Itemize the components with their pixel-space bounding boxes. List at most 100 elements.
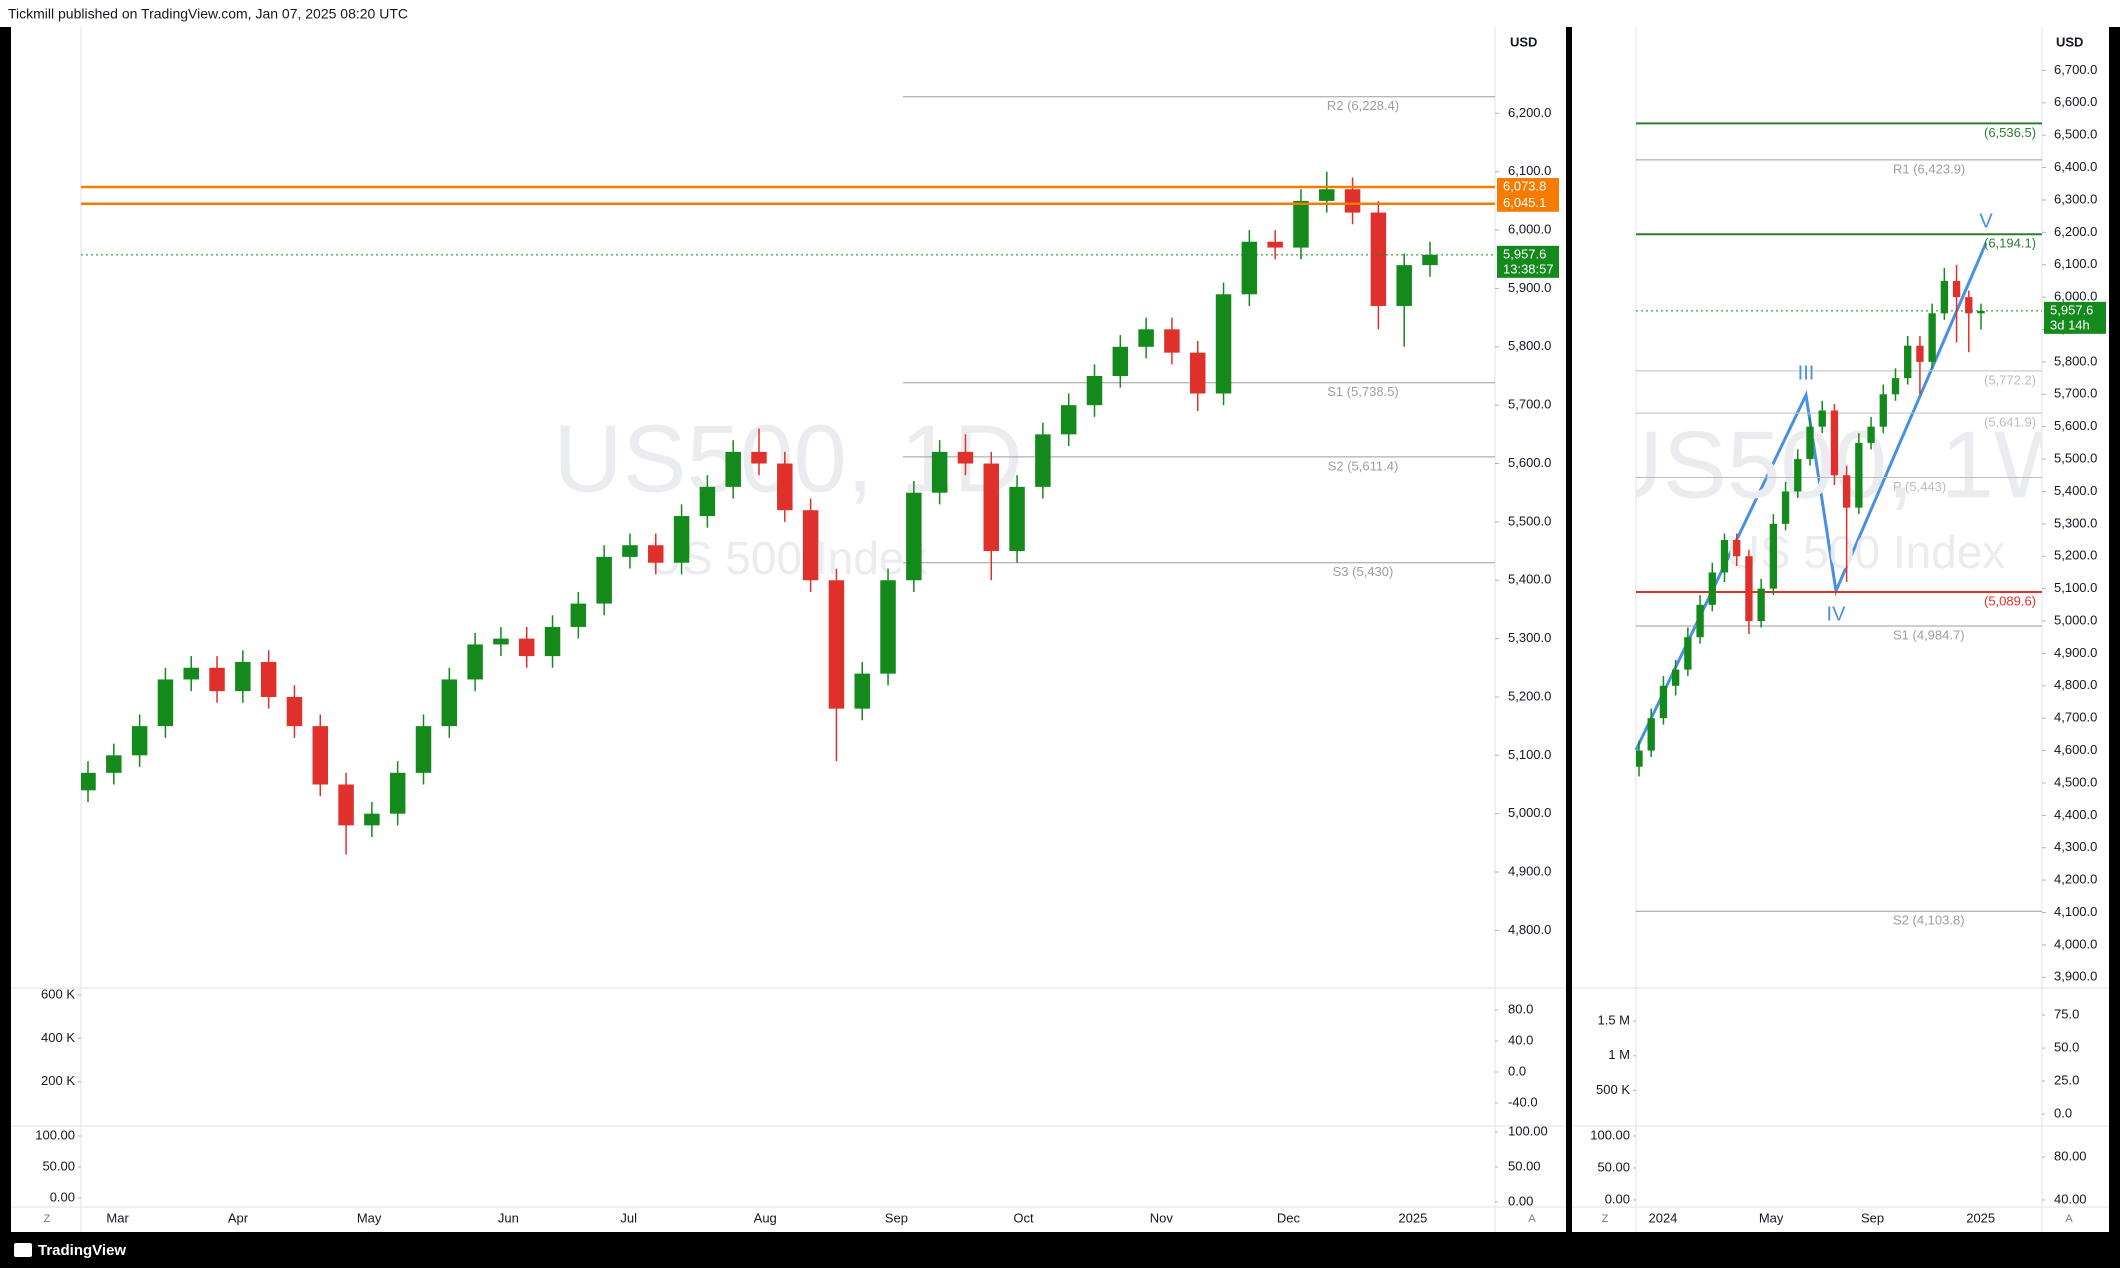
y-tick-label: 6,000.0: [1508, 222, 1551, 237]
candle-body: [1344, 189, 1361, 213]
candle-body: [467, 644, 483, 680]
x-tick-label: May: [357, 1210, 382, 1225]
indicator-tick-label: 80.00: [2054, 1148, 2087, 1163]
candle-body: [1319, 189, 1335, 201]
y-tick-label: 6,200.0: [2054, 224, 2097, 239]
indicator-tick-label: 80.0: [1508, 1001, 1533, 1016]
x-tick-label: Oct: [1013, 1210, 1034, 1225]
x-tick-label: 2025: [1966, 1210, 1995, 1225]
indicator-tick-label: 40.0: [1508, 1032, 1533, 1047]
candle-body: [1696, 604, 1704, 638]
header-bar: [0, 0, 2120, 27]
wave-label: IV: [1827, 603, 1847, 625]
x-tick-label: Jun: [498, 1210, 519, 1225]
candle-body: [338, 784, 354, 826]
price-tag-label: 5,957.6: [2050, 302, 2093, 317]
y-tick-label: 5,400.0: [2054, 483, 2097, 498]
y-tick-label: 4,200.0: [2054, 872, 2097, 887]
y-tick-label: 5,300.0: [2054, 515, 2097, 530]
right-panel: [1572, 27, 2109, 1232]
candle-body: [1928, 313, 1936, 362]
panel-dividers: [11, 27, 2109, 1232]
y-tick-label: 5,000.0: [2054, 612, 2097, 627]
y-tick-label: 5,800.0: [1508, 338, 1551, 353]
candle-body: [1138, 329, 1154, 347]
scale-button: Z: [1602, 1213, 1609, 1225]
x-tick-label: Sep: [1861, 1210, 1884, 1225]
candle-body: [1396, 265, 1412, 306]
plot-area: US500, 1W US 500 Index (6,536.5) R1 (6,423.…: [1636, 122, 2042, 928]
candle-body: [1891, 378, 1900, 395]
candle-body: [1940, 280, 1949, 314]
y-tick-label: 6,400.0: [2054, 159, 2097, 174]
candle-body: [415, 726, 432, 773]
left-panel: [11, 27, 1566, 1232]
price-tag: [1497, 245, 1559, 278]
indicator-tick-label: 600 K: [41, 986, 75, 1001]
elliott-wave: [1634, 242, 1988, 751]
y-tick-label: 5,400.0: [1508, 572, 1551, 587]
pivot-label: (5,772.2): [1984, 372, 2036, 387]
price-tag-label: 6,073.8: [1503, 178, 1546, 193]
price-tag-label: 5,957.6: [1503, 246, 1546, 261]
y-tick-label: 4,100.0: [2054, 904, 2097, 919]
candle-body: [880, 580, 896, 674]
price-tag: [1497, 178, 1559, 196]
candle-body: [1830, 410, 1839, 476]
candle-body: [1647, 718, 1655, 751]
indicator-tick-label: 400 K: [41, 1030, 75, 1045]
candle-body: [1035, 434, 1051, 487]
indicator-tick-label: 0.0: [1508, 1063, 1526, 1078]
indicator-tick-label: -40.0: [1508, 1094, 1538, 1109]
pivot-label: S2 (4,103.8): [1893, 913, 1965, 928]
candle-body: [725, 451, 741, 487]
candle-body: [81, 772, 96, 791]
candle-body: [1916, 345, 1924, 362]
candle-body: [673, 516, 690, 563]
publisher: Tickmill published on TradingView.com, J…: [8, 6, 408, 22]
candle-body: [1781, 491, 1790, 524]
candle-body: [1215, 294, 1232, 394]
y-tick-label: 6,500.0: [2054, 127, 2097, 142]
candle-body: [544, 626, 561, 657]
candle-body: [957, 451, 974, 464]
candle-body: [1659, 685, 1668, 719]
indicator-tick-label: 50.0: [2054, 1040, 2079, 1055]
pivot-label: R1 (6,423.9): [1893, 161, 1965, 176]
y-tick-label: 4,800.0: [2054, 677, 2097, 692]
watermark-name: US 500 Index: [1727, 526, 2006, 578]
candle-body: [1842, 475, 1851, 508]
price-tag: [2044, 301, 2106, 334]
candle-body: [1293, 200, 1309, 248]
y-tick-label: 6,700.0: [2054, 62, 2097, 77]
x-tick-label: Jul: [620, 1210, 637, 1225]
y-tick-label: 5,300.0: [1508, 630, 1551, 645]
candle-body: [699, 486, 716, 517]
currency: USD: [1510, 34, 1537, 49]
candle-body: [1636, 750, 1643, 767]
candle-body: [1965, 297, 1973, 314]
x-tick-label: Apr: [228, 1210, 249, 1225]
candle-body: [751, 451, 767, 464]
indicator-tick-label: 100.00: [35, 1127, 75, 1142]
y-tick-label: 4,700.0: [2054, 710, 2097, 725]
candle-body: [828, 580, 845, 709]
scale-button: Z: [44, 1213, 51, 1225]
candle-body: [1086, 375, 1103, 406]
candle-body: [131, 726, 148, 756]
candle-body: [1370, 212, 1387, 306]
candle-body: [596, 556, 612, 604]
candle-body: [1060, 405, 1077, 435]
indicator-tick-label: 25.0: [2054, 1072, 2079, 1087]
currency: USD: [2056, 34, 2083, 49]
y-tick-label: 5,500.0: [1508, 513, 1551, 528]
y-tick-label: 6,300.0: [2054, 191, 2097, 206]
candle-body: [1684, 637, 1692, 670]
tv-logo: [14, 1243, 32, 1257]
wave-label: V: [1979, 210, 1993, 232]
y-tick-label: 5,800.0: [2054, 353, 2097, 368]
x-tick-label: 2025: [1398, 1210, 1427, 1225]
candle-body: [1904, 345, 1912, 379]
indicator-tick-label: 200 K: [41, 1073, 75, 1088]
